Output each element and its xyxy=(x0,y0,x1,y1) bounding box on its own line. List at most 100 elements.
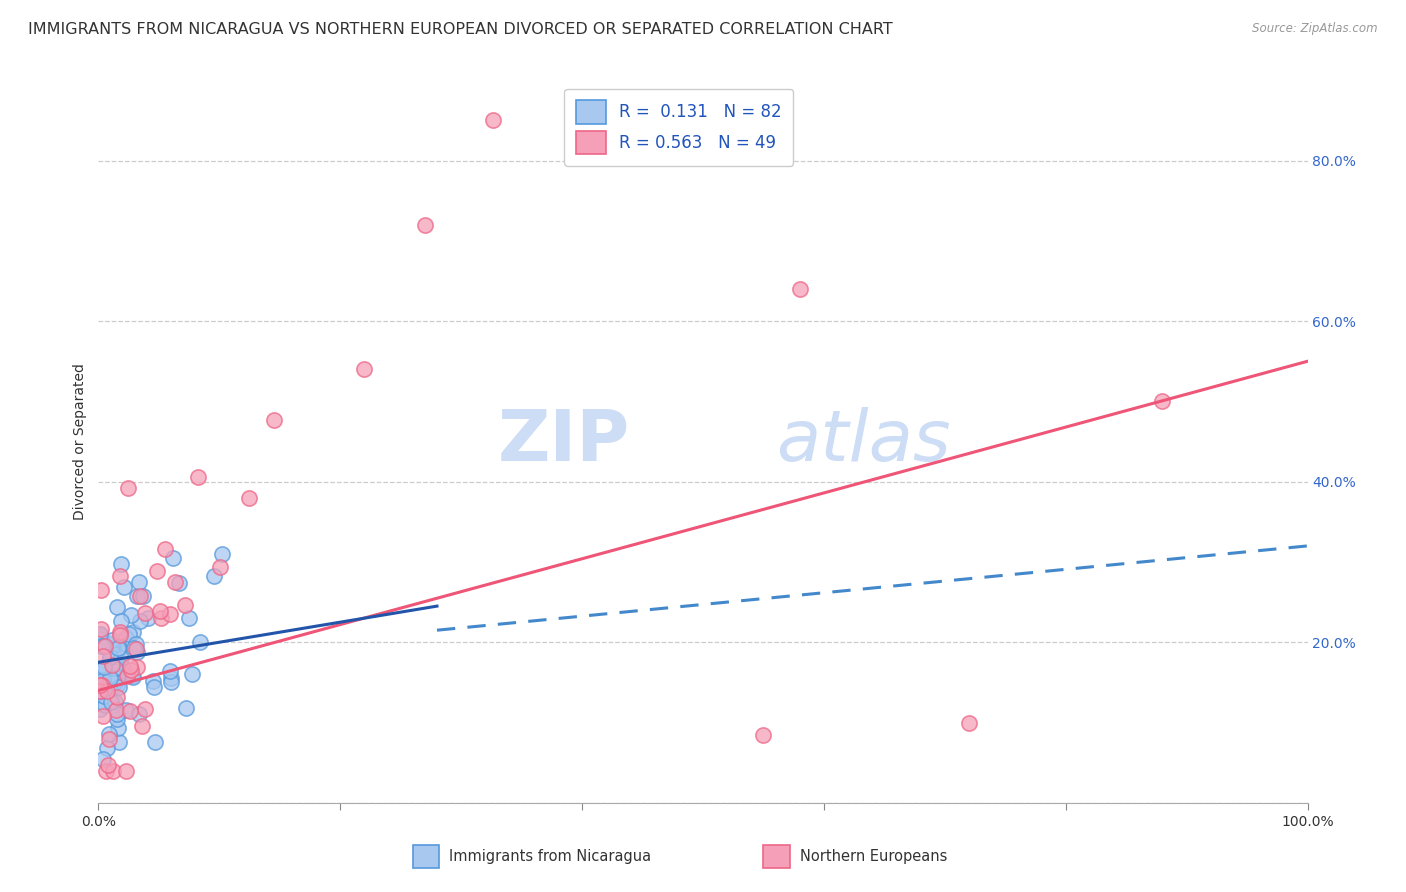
Point xyxy=(108,642,131,657)
Point xyxy=(96,660,118,674)
Point xyxy=(94,764,117,778)
Point xyxy=(110,557,132,571)
Point xyxy=(105,670,128,684)
Point xyxy=(94,698,117,713)
Point xyxy=(104,661,127,675)
Point xyxy=(202,569,225,583)
Point xyxy=(188,634,211,648)
Point xyxy=(145,735,167,749)
Point xyxy=(162,550,184,566)
Point xyxy=(134,702,156,716)
Point xyxy=(957,715,980,730)
Point xyxy=(129,614,152,628)
Point xyxy=(90,629,112,643)
Point xyxy=(120,663,142,677)
Point xyxy=(101,657,124,672)
FancyBboxPatch shape xyxy=(763,845,790,868)
Point xyxy=(108,569,131,583)
Point xyxy=(111,659,134,673)
Point xyxy=(103,657,125,671)
Legend: R =  0.131   N = 82, R = 0.563   N = 49: R = 0.131 N = 82, R = 0.563 N = 49 xyxy=(564,88,793,166)
Point xyxy=(118,704,141,718)
Point xyxy=(159,607,181,622)
FancyBboxPatch shape xyxy=(413,845,440,868)
Point xyxy=(93,708,115,723)
Point xyxy=(129,589,152,603)
Point xyxy=(91,751,114,765)
Point xyxy=(174,700,197,714)
Point xyxy=(121,669,143,683)
Point xyxy=(97,668,120,682)
Point xyxy=(91,663,114,677)
Point xyxy=(89,627,111,641)
Point xyxy=(98,649,121,664)
Point xyxy=(101,641,124,656)
Point xyxy=(98,682,121,697)
Point xyxy=(110,625,132,640)
Point xyxy=(89,684,111,698)
Text: Northern Europeans: Northern Europeans xyxy=(800,849,948,864)
Point xyxy=(98,731,121,746)
Point xyxy=(101,637,124,651)
Point xyxy=(111,665,134,680)
Point xyxy=(149,611,172,625)
Point xyxy=(96,740,118,755)
Point xyxy=(105,712,128,726)
Point xyxy=(96,683,118,698)
Point xyxy=(128,707,150,722)
Point xyxy=(208,560,231,574)
Point xyxy=(173,599,195,613)
Point xyxy=(125,641,148,656)
Point xyxy=(127,589,149,603)
Point xyxy=(107,721,129,735)
Point xyxy=(1152,394,1174,409)
Point xyxy=(120,607,142,622)
Point xyxy=(413,218,436,232)
Point xyxy=(104,695,127,709)
Point xyxy=(110,628,132,642)
Point xyxy=(105,690,128,704)
Point xyxy=(105,706,128,721)
Text: Immigrants from Nicaragua: Immigrants from Nicaragua xyxy=(449,849,651,864)
Point xyxy=(97,668,120,682)
Point xyxy=(91,639,114,653)
Point xyxy=(91,678,114,692)
Point xyxy=(127,660,149,674)
Point xyxy=(94,673,117,688)
Point xyxy=(89,683,111,698)
Point xyxy=(789,282,811,296)
Point xyxy=(112,580,135,594)
Point xyxy=(143,681,166,695)
Point xyxy=(118,626,141,640)
Text: ZIP: ZIP xyxy=(498,407,630,476)
Point xyxy=(122,670,145,684)
Point xyxy=(97,680,120,694)
Point xyxy=(146,564,169,578)
Point xyxy=(94,640,117,654)
Text: Source: ZipAtlas.com: Source: ZipAtlas.com xyxy=(1253,22,1378,36)
Point xyxy=(124,640,146,655)
Point xyxy=(108,735,131,749)
Point xyxy=(115,669,138,683)
Point xyxy=(128,575,150,590)
Point xyxy=(93,689,115,703)
Point xyxy=(91,673,114,687)
Point xyxy=(98,672,121,686)
Point xyxy=(93,648,115,663)
Point xyxy=(105,600,128,615)
Point xyxy=(142,674,165,689)
Point xyxy=(159,664,181,678)
Point xyxy=(131,719,153,733)
Point xyxy=(108,640,131,655)
Point xyxy=(98,727,121,741)
Point xyxy=(482,113,505,128)
Point xyxy=(131,589,153,603)
Point xyxy=(89,632,111,646)
Point xyxy=(107,640,129,655)
Point xyxy=(177,611,200,625)
Point xyxy=(104,675,127,690)
Point xyxy=(153,541,176,556)
Point xyxy=(115,631,138,645)
Point xyxy=(101,764,124,778)
Text: IMMIGRANTS FROM NICARAGUA VS NORTHERN EUROPEAN DIVORCED OR SEPARATED CORRELATION: IMMIGRANTS FROM NICARAGUA VS NORTHERN EU… xyxy=(28,22,893,37)
